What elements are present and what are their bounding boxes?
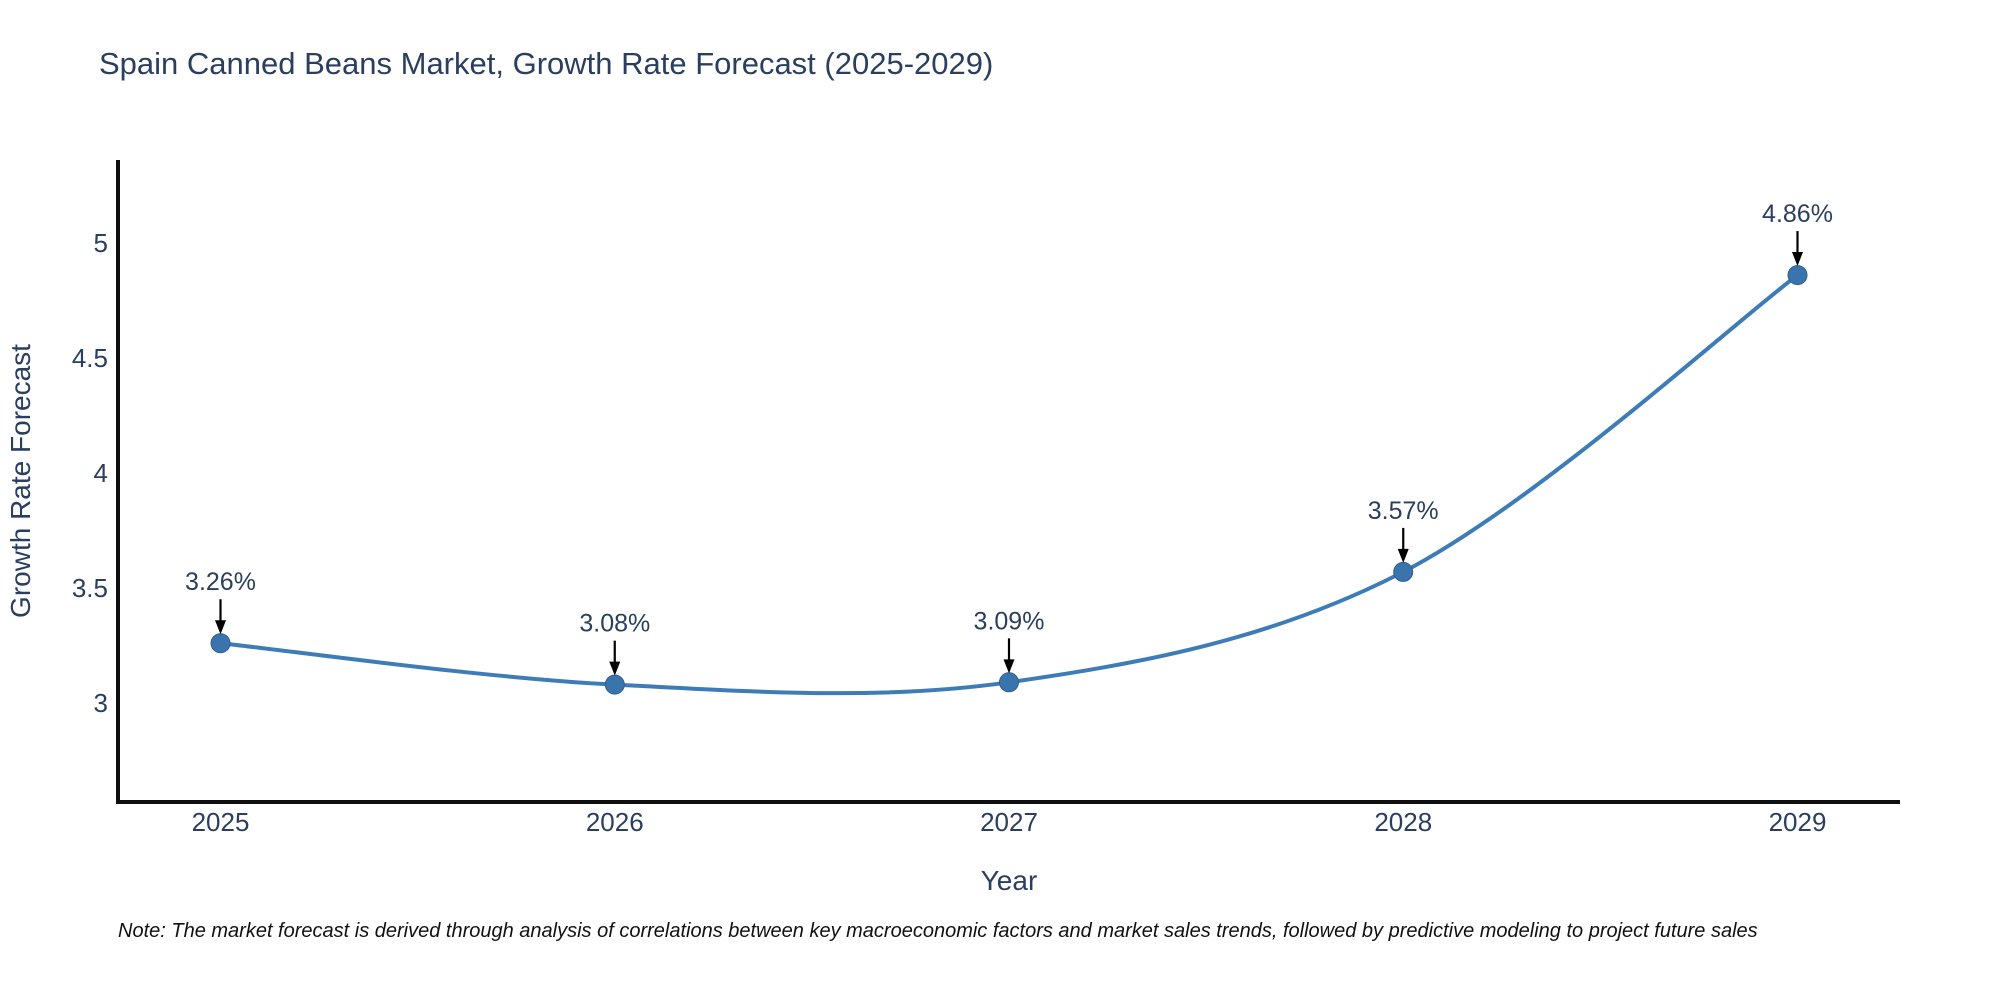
x-axis-title: Year (981, 865, 1038, 896)
y-tick-label: 3.5 (72, 573, 108, 603)
annotation-label: 4.86% (1762, 200, 1833, 228)
data-point-marker[interactable] (999, 672, 1019, 693)
annotation-arrowhead (215, 620, 227, 635)
data-point-marker[interactable] (1393, 561, 1414, 582)
footnote: Note: The market forecast is derived thr… (118, 920, 1758, 942)
forecast-line-series (210, 265, 1808, 696)
data-point-marker[interactable] (1787, 265, 1808, 286)
annotation-label: 3.08% (579, 610, 650, 638)
annotation-label: 3.09% (974, 607, 1045, 635)
y-tick-label: 3 (94, 688, 108, 718)
data-point-marker[interactable] (210, 633, 231, 654)
y-tick-label: 5 (94, 228, 108, 258)
x-tick-label: 2026 (586, 807, 644, 837)
x-axis-ticks: 2025 2026 2027 2028 2029 (192, 807, 1827, 837)
annotation-arrowhead (609, 661, 621, 676)
x-tick-label: 2027 (980, 807, 1038, 837)
x-tick-label: 2025 (192, 807, 250, 837)
x-tick-label: 2028 (1374, 807, 1432, 837)
forecast-line (218, 273, 1800, 696)
y-axis-title: Growth Rate Forecast (5, 344, 36, 618)
annotation-label: 3.26% (185, 568, 256, 596)
y-tick-label: 4 (94, 458, 108, 488)
annotation-arrowhead (1397, 548, 1409, 563)
annotation-label: 3.57% (1368, 497, 1439, 525)
data-point-marker[interactable] (604, 674, 625, 695)
point-annotations: 3.26% 3.08% 3.09% 3.57% 4.86% (185, 200, 1833, 676)
y-axis-ticks: 3 3.5 4 4.5 5 (72, 228, 108, 718)
chart-title: Spain Canned Beans Market, Growth Rate F… (99, 46, 994, 81)
annotation-arrowhead (1003, 659, 1015, 674)
annotation-arrowhead (1791, 252, 1803, 267)
y-tick-label: 4.5 (72, 343, 108, 373)
x-tick-label: 2029 (1769, 807, 1827, 837)
